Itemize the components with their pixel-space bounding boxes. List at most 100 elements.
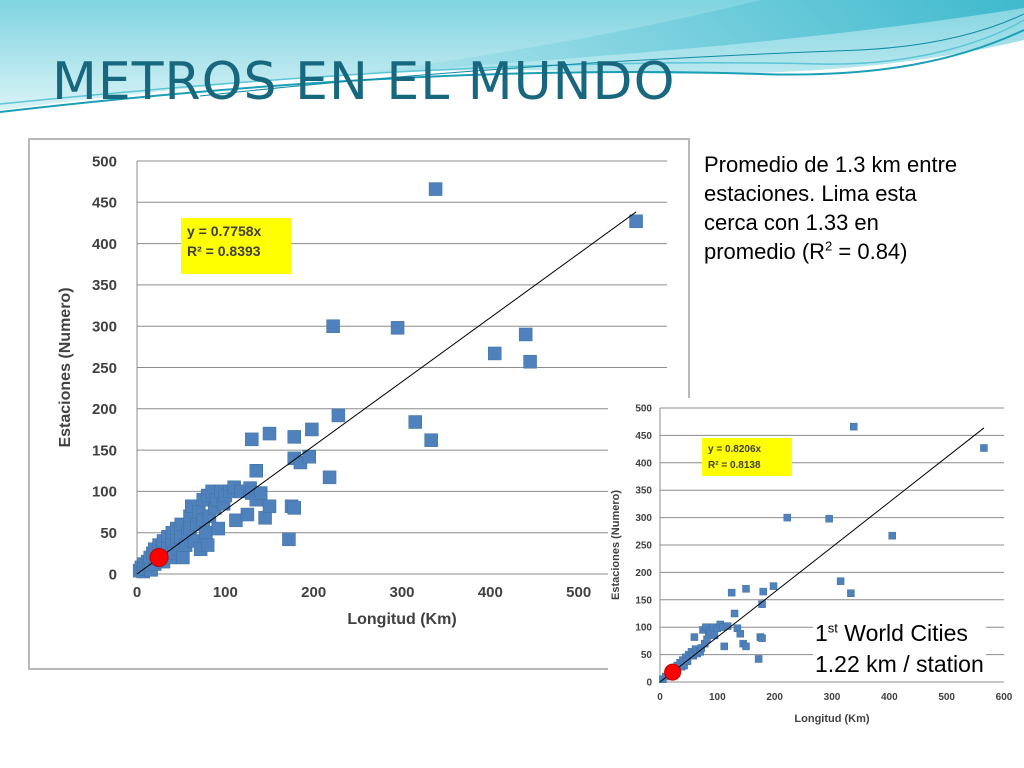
main-chart-svg: 0 50 100 150 200 250 300 350 400 450 500 0 100 200 300… <box>57 153 667 628</box>
y-tick-label: 150 <box>635 595 652 606</box>
note-line: estaciones. Lima esta <box>704 181 917 206</box>
equation-line: y = 0.7758x <box>187 223 262 239</box>
y-tick-label: 250 <box>92 360 117 377</box>
data-point <box>847 589 855 597</box>
x-tick-label: 400 <box>881 692 898 703</box>
y-tick-label: 150 <box>92 442 117 459</box>
equation-line: R² = 0.8393 <box>187 243 261 259</box>
equation-box: y = 0.7758x R² = 0.8393 <box>181 218 291 274</box>
data-point <box>754 655 763 663</box>
data-point <box>282 532 296 547</box>
data-point <box>249 464 263 478</box>
data-point <box>408 415 422 429</box>
equation-background <box>702 438 792 476</box>
data-point <box>322 470 337 485</box>
header-wave-banner <box>0 0 1024 113</box>
y-tick-label: 400 <box>92 236 117 253</box>
cities-superscript: st <box>827 620 838 636</box>
y-tick-label: 300 <box>635 513 652 524</box>
note-line-suffix: = 0.84) <box>832 239 908 264</box>
data-point <box>199 525 213 540</box>
data-point <box>758 634 766 642</box>
y-tick-label: 500 <box>92 153 117 170</box>
x-axis-label: Longitud (Km) <box>794 713 869 725</box>
data-point <box>980 444 988 452</box>
y-tick-label: 300 <box>92 318 117 335</box>
data-point <box>229 513 243 528</box>
y-tick-label: 100 <box>635 623 652 634</box>
data-point <box>742 585 750 593</box>
world-cities-caption: 1st World Cities 1.22 km / station <box>813 618 986 680</box>
data-point <box>690 633 699 641</box>
data-point <box>736 630 745 638</box>
x-tick-label: 500 <box>938 692 955 703</box>
y-tick-label: 50 <box>100 525 117 542</box>
equation-background <box>181 218 291 274</box>
y-tick-label: 400 <box>635 458 652 469</box>
note-superscript: 2 <box>825 238 833 254</box>
equation-line: y = 0.8206x <box>708 444 762 455</box>
cities-number: 1 <box>815 620 828 646</box>
data-point <box>253 486 268 500</box>
data-point <box>783 513 792 522</box>
equation-line: R² = 0.8138 <box>708 460 761 471</box>
data-point <box>245 432 259 447</box>
equation-box: y = 0.8206x R² = 0.8138 <box>702 438 792 476</box>
inset-scatter-chart: 0 50 100 150 200 250 300 350 400 450 500 0 100 200 300… <box>608 398 1024 742</box>
x-tick-label: 0 <box>133 584 141 601</box>
note-line: promedio (R2 = 0.84) <box>704 237 1006 266</box>
data-point <box>176 550 190 565</box>
y-tick-label: 450 <box>92 195 117 212</box>
data-point <box>523 354 537 369</box>
y-axis-label: Estaciones (Numero) <box>610 490 622 600</box>
highlight-point <box>149 547 169 567</box>
data-point <box>888 531 896 540</box>
data-point <box>331 408 346 423</box>
note-line: Promedio de 1.3 km entre <box>704 152 958 177</box>
data-point <box>629 214 643 229</box>
x-tick-label: 200 <box>766 692 783 703</box>
y-tick-label: 0 <box>109 566 117 583</box>
y-tick-label: 100 <box>92 484 117 501</box>
data-point <box>850 422 858 431</box>
note-line-prefix: promedio (R <box>704 239 826 264</box>
average-note: Promedio de 1.3 km entre estaciones. Lim… <box>698 146 1012 274</box>
x-axis-label: Longitud (Km) <box>347 611 456 628</box>
x-tick-label: 300 <box>389 584 414 601</box>
trendline <box>136 211 637 575</box>
x-tick-label: 0 <box>657 692 663 703</box>
y-tick-label: 250 <box>635 541 652 552</box>
data-point <box>200 538 215 552</box>
data-point <box>262 426 277 441</box>
slide-title: METROS EN EL MUNDO <box>52 52 676 112</box>
y-tick-label: 0 <box>646 678 652 689</box>
data-point <box>240 507 255 522</box>
note-line: cerca con 1.33 en <box>704 210 879 235</box>
data-point <box>518 327 533 342</box>
data-point <box>424 433 438 447</box>
data-point <box>836 577 845 585</box>
y-tick-label: 450 <box>635 431 652 442</box>
data-point <box>742 642 750 651</box>
data-point <box>727 588 736 597</box>
x-tick-label: 500 <box>566 584 591 601</box>
cities-text: World Cities <box>837 620 968 646</box>
data-point <box>769 582 778 590</box>
data-point <box>287 430 301 444</box>
data-point <box>730 609 739 618</box>
data-point <box>428 182 443 196</box>
y-tick-label: 500 <box>635 404 652 415</box>
data-point <box>326 319 340 333</box>
data-point <box>825 514 833 523</box>
y-tick-label: 350 <box>92 277 117 294</box>
y-axis-label: Estaciones (Numero) <box>57 287 74 447</box>
data-point <box>302 449 316 464</box>
y-tick-label: 350 <box>635 486 652 497</box>
data-point <box>305 422 319 437</box>
x-tick-label: 100 <box>709 692 726 703</box>
data-point <box>488 346 502 361</box>
x-tick-label: 400 <box>478 584 503 601</box>
x-tick-label: 300 <box>824 692 841 703</box>
cities-line: 1.22 km / station <box>815 651 984 677</box>
x-tick-label: 600 <box>996 692 1013 703</box>
